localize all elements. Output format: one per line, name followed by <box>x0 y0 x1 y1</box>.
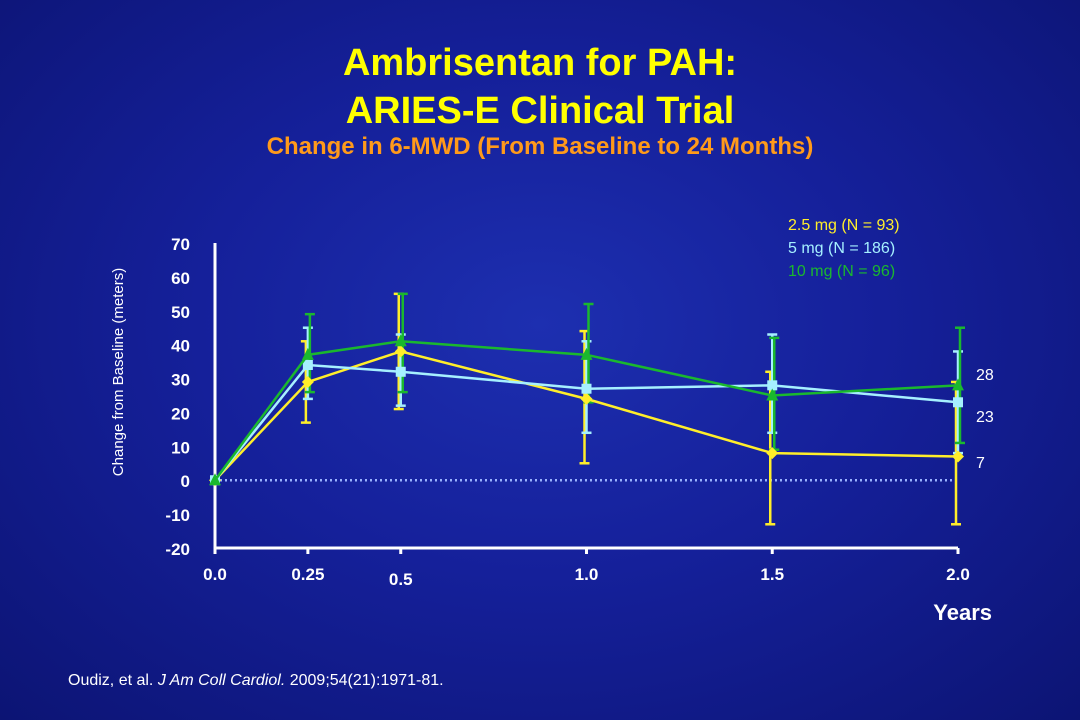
x-axis-label: Years <box>933 600 992 625</box>
data-point-triangle <box>301 347 314 360</box>
data-point-triangle <box>580 347 593 360</box>
legend-entry: 5 mg (N = 186) <box>788 240 895 257</box>
data-point-diamond <box>394 345 407 358</box>
data-point-diamond <box>580 392 593 405</box>
series-end-label: 28 <box>976 367 994 384</box>
chart-title-line-2: ARIES-E Clinical Trial <box>345 90 735 132</box>
y-tick-label: 40 <box>171 337 190 356</box>
citation-details: 2009;54(21):1971-81. <box>289 672 444 689</box>
data-point-square <box>953 397 963 408</box>
data-point-square <box>581 383 592 394</box>
data-point-triangle <box>952 378 964 391</box>
x-tick-label: 0.25 <box>291 565 324 584</box>
series-end-label: 23 <box>976 409 994 426</box>
series-end-label: 7 <box>976 455 985 472</box>
data-point-diamond <box>952 450 964 463</box>
x-tick-label: 0.5 <box>389 570 413 589</box>
y-tick-label: -20 <box>165 540 190 559</box>
data-point-triangle <box>394 334 407 347</box>
x-tick-label: 1.0 <box>575 565 599 584</box>
series-line <box>214 350 959 482</box>
series-line <box>214 363 959 482</box>
x-tick-label: 1.5 <box>760 565 784 584</box>
citation-footer: Oudiz, et al. J Am Coll Cardiol. 2009;54… <box>68 672 444 690</box>
x-tick-label: 0.0 <box>203 565 227 584</box>
y-tick-label: 0 <box>181 472 190 491</box>
y-axis-label: Change from Baseline (meters) <box>110 268 127 476</box>
data-point-square <box>302 360 313 370</box>
y-tick-label: 50 <box>171 303 190 322</box>
y-tick-label: 30 <box>171 371 190 390</box>
data-point-square <box>767 380 778 391</box>
y-tick-label: 70 <box>171 235 190 254</box>
chart-title-line-1: Ambrisentan for PAH: <box>342 42 738 84</box>
y-tick-label: -10 <box>165 506 190 525</box>
citation-authors: Oudiz, et al. <box>68 672 154 689</box>
data-point-diamond <box>766 447 779 460</box>
x-tick-label: 2.0 <box>946 565 970 584</box>
data-point-square <box>395 366 406 377</box>
citation-journal: J Am Coll Cardiol. <box>157 672 286 689</box>
legend-entry: 2.5 mg (N = 93) <box>788 217 900 234</box>
data-point-triangle <box>209 473 221 486</box>
legend-entry: 10 mg (N = 96) <box>788 263 895 280</box>
series-line <box>213 340 959 481</box>
y-tick-label: 60 <box>171 269 190 288</box>
chart-subtitle: Change in 6-MWD (From Baseline to 24 Mon… <box>266 133 814 160</box>
y-tick-label: 10 <box>171 438 190 457</box>
y-tick-label: 20 <box>171 404 190 423</box>
data-point-diamond <box>301 375 314 388</box>
data-point-triangle <box>766 388 779 401</box>
